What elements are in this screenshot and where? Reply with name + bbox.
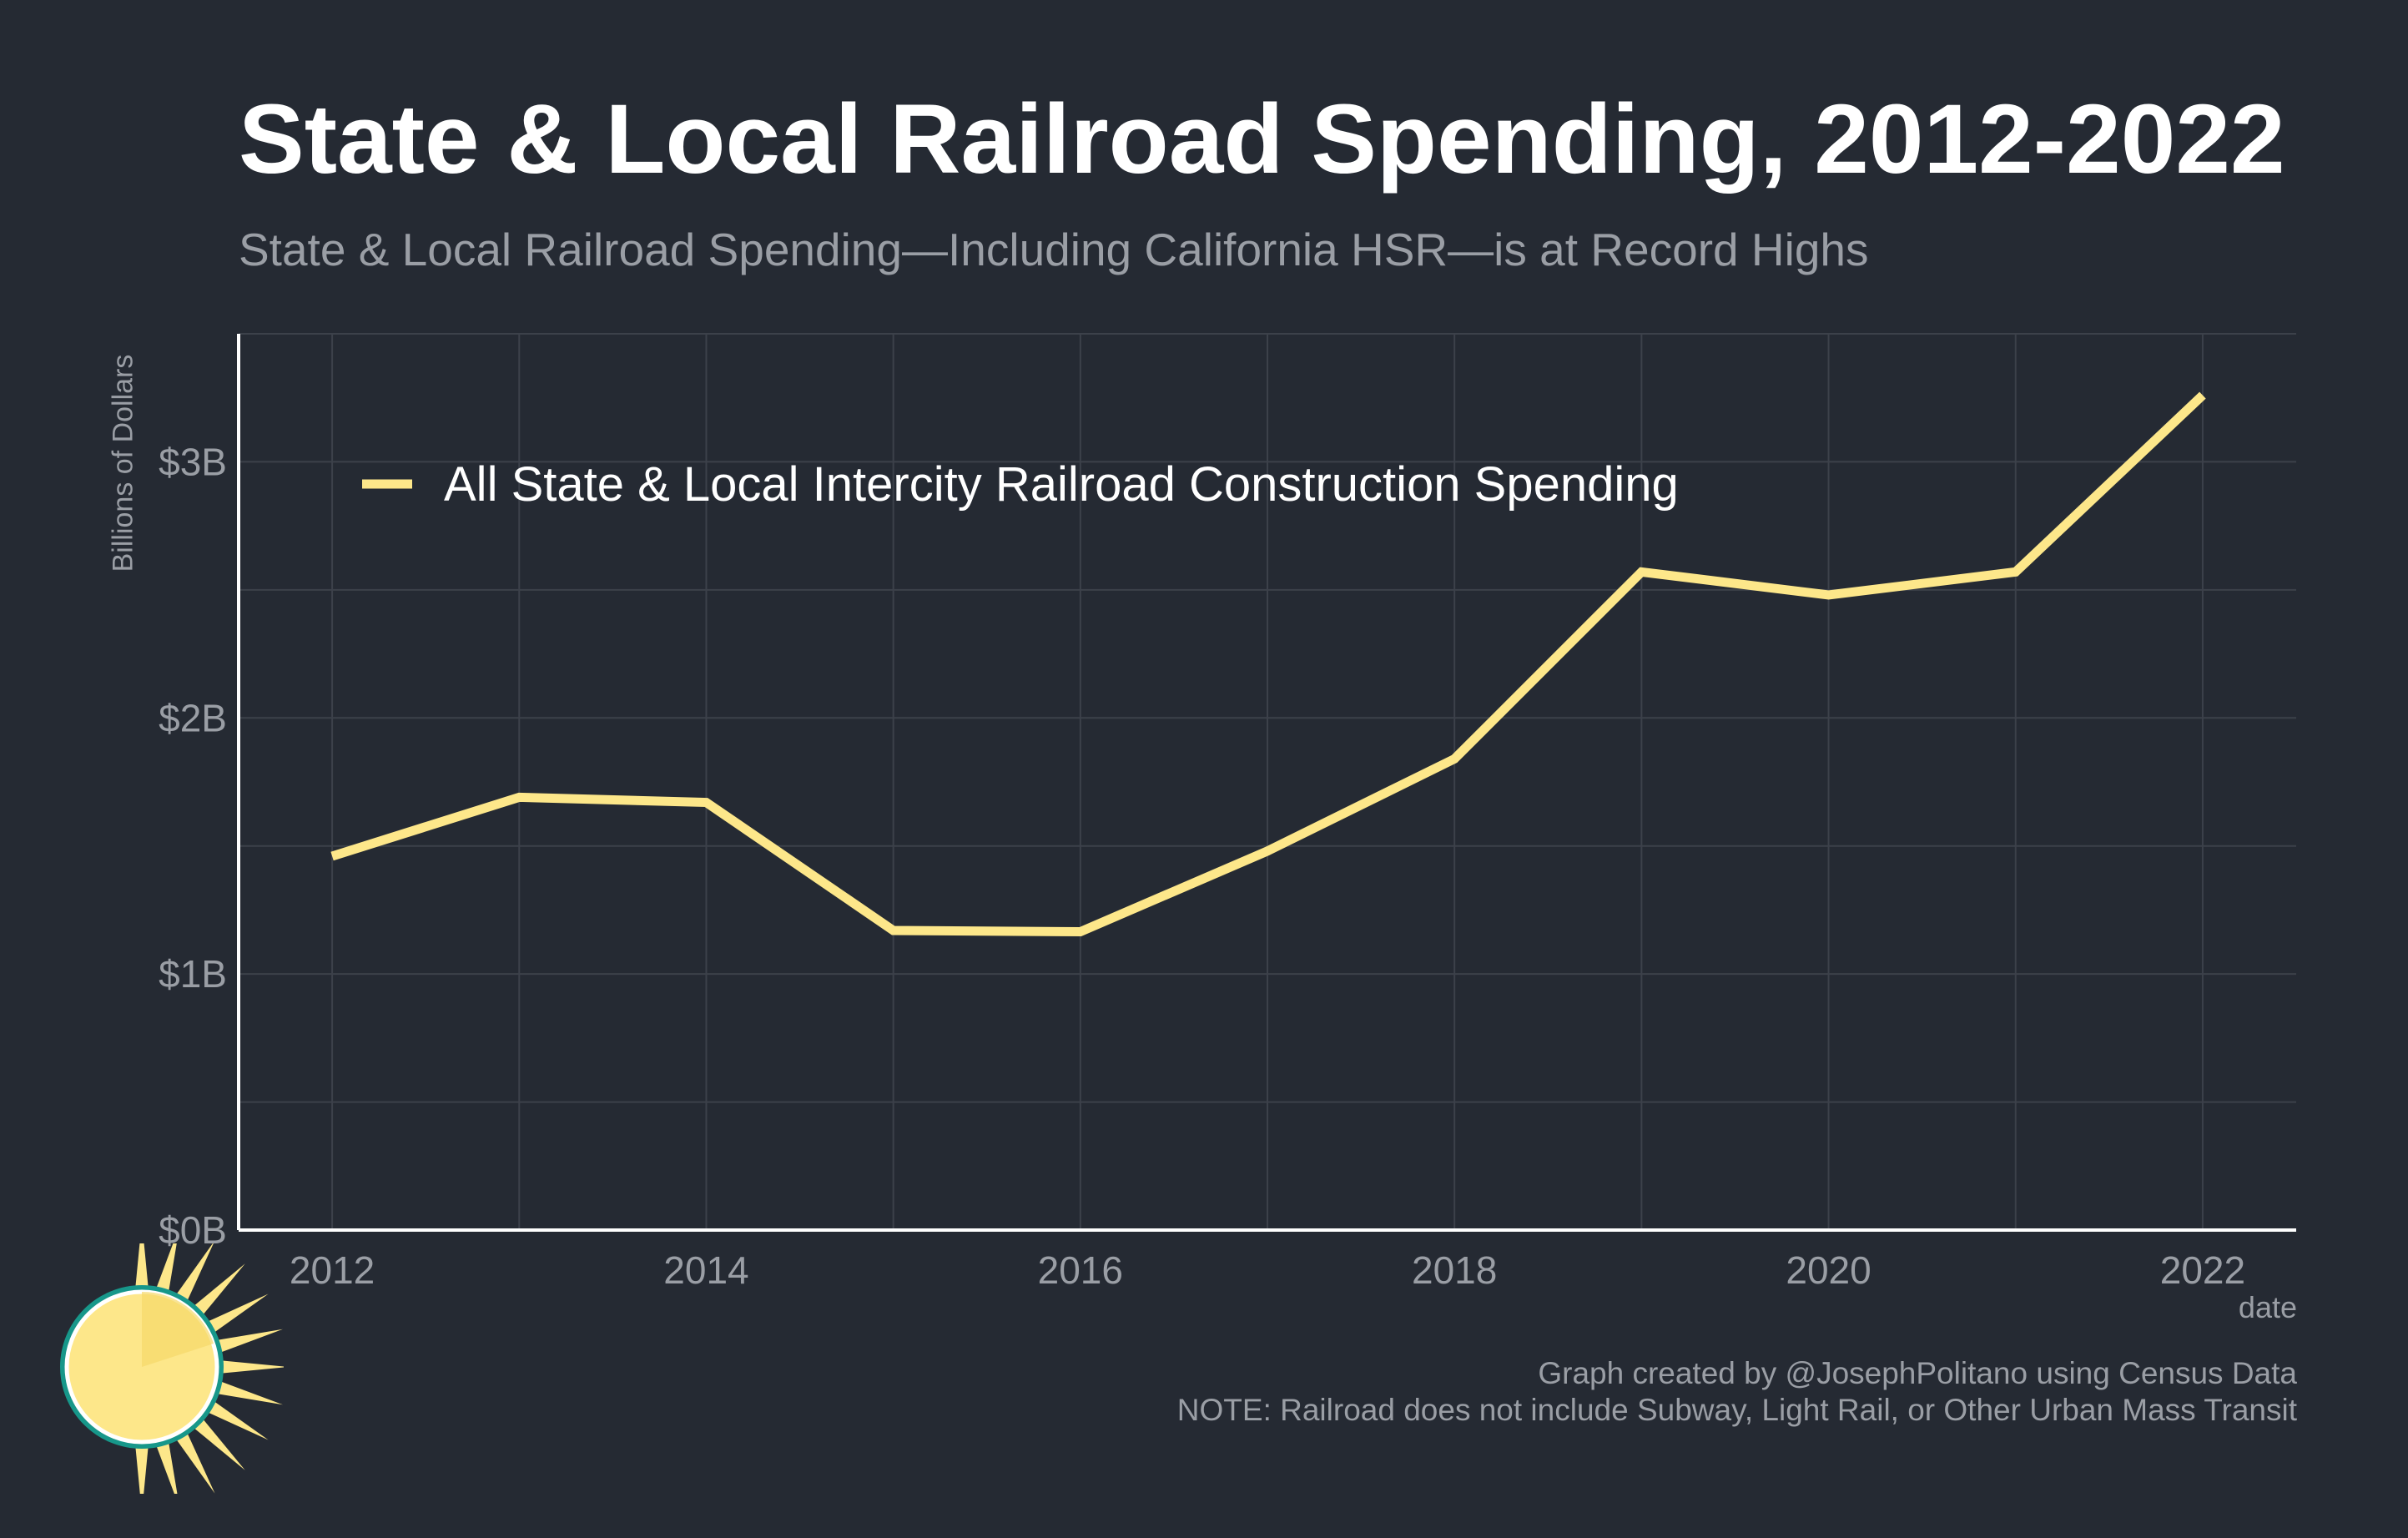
sun-ray — [209, 1359, 284, 1374]
tick-labels: 2012 2014 2016 2018 2020 2022 $0B $1B $2B $3B — [159, 440, 2245, 1292]
sun-ray — [169, 1422, 215, 1494]
x-tick-label: 2018 — [1412, 1248, 1497, 1292]
x-tick-label: 2022 — [2160, 1248, 2245, 1292]
legend: All State & Local Intercity Railroad Con… — [362, 457, 1679, 512]
y-tick-label: $0B — [159, 1208, 227, 1252]
logo-sun-shade — [142, 1291, 214, 1367]
sun-ray — [197, 1394, 269, 1440]
sun-ray — [134, 1243, 149, 1299]
x-axis-label: date — [2238, 1290, 2297, 1324]
series-lines — [330, 391, 2206, 937]
note-text: NOTE: Railroad does not include Subway, … — [1176, 1392, 2297, 1427]
sun-ray — [169, 1243, 214, 1312]
sun-ray — [197, 1293, 269, 1339]
y-tick-label: $3B — [159, 440, 227, 483]
sun-logo-icon — [60, 1243, 284, 1494]
x-tick-label: 2020 — [1786, 1248, 1871, 1292]
sun-ray — [134, 1435, 149, 1494]
y-tick-label: $1B — [159, 952, 227, 996]
footer-credit: Graph created by @JosephPolitano using C… — [1177, 1355, 2297, 1428]
y-tick-label: $2B — [159, 696, 227, 739]
series-line — [330, 391, 2206, 937]
sun-ray — [184, 1409, 245, 1470]
chart-title: State & Local Railroad Spending, 2012-20… — [239, 84, 2285, 194]
x-tick-label: 2014 — [663, 1248, 748, 1292]
chart-subtitle: State & Local Railroad Spending—Includin… — [239, 224, 1869, 275]
sun-ray — [205, 1377, 283, 1405]
credit-text: Graph created by @JosephPolitano using C… — [1538, 1356, 2297, 1390]
sun-ray — [184, 1263, 245, 1324]
sun-rays — [134, 1243, 284, 1494]
x-tick-label: 2016 — [1038, 1248, 1123, 1292]
sun-ray — [205, 1329, 283, 1357]
x-tick-label: 2012 — [290, 1248, 375, 1292]
chart-axes — [237, 334, 2296, 1232]
grid-lines — [239, 333, 2296, 1230]
legend-entry: All State & Local Intercity Railroad Con… — [444, 457, 1679, 512]
